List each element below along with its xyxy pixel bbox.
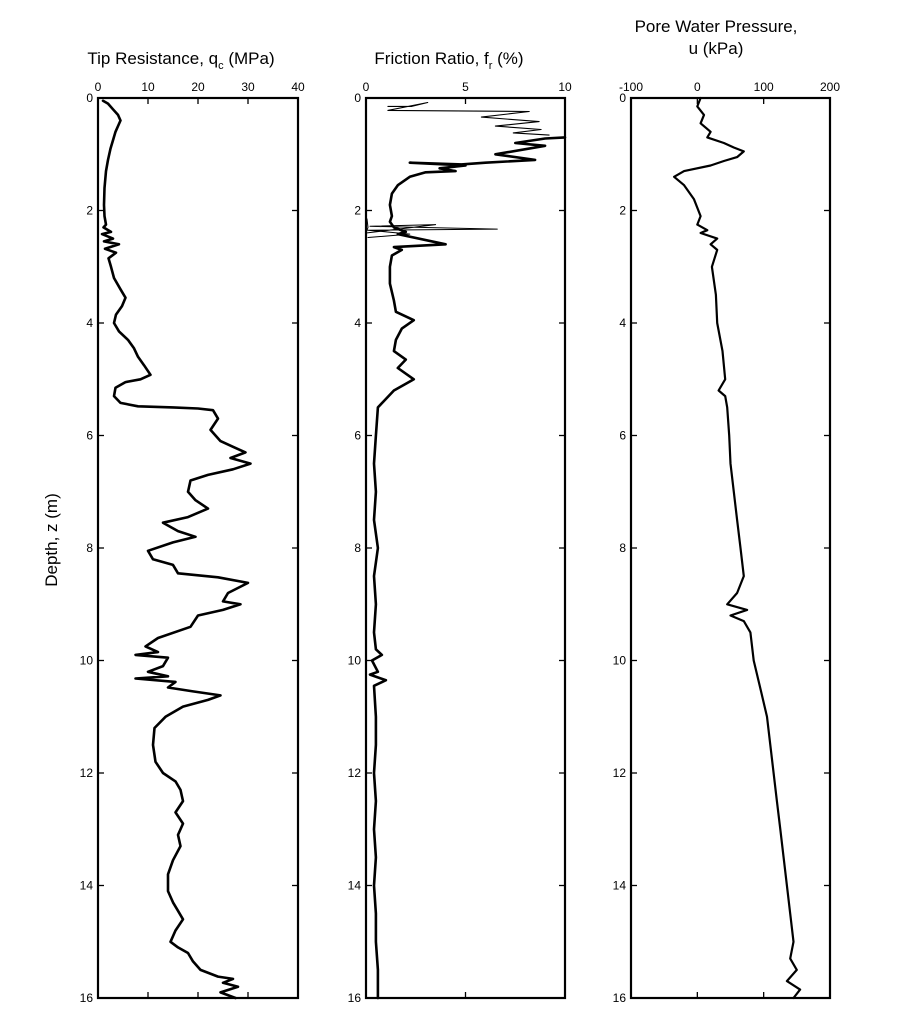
friction-ratio-ytick-label-4: 8: [354, 541, 361, 555]
tip-resistance-ytick-label-3: 6: [86, 429, 93, 443]
pore-pressure-ytick-label-3: 6: [619, 429, 626, 443]
pore-pressure-title-line2: u (kPa): [689, 39, 744, 58]
tip-resistance-xtick-label-0: 0: [95, 80, 102, 94]
pore-pressure-title: Pore Water Pressure,: [635, 17, 798, 36]
pore-pressure-xtick-label-3: 200: [820, 80, 840, 94]
friction-ratio-ytick-label-2: 4: [354, 316, 361, 330]
tip-resistance-ytick-label-4: 8: [86, 541, 93, 555]
friction-ratio-ytick-label-5: 10: [348, 654, 362, 668]
pore-pressure-xtick-label-0: -100: [619, 80, 643, 94]
pore-pressure-ytick-label-7: 14: [613, 879, 627, 893]
tip-resistance-xtick-label-4: 40: [291, 80, 305, 94]
friction-ratio-xtick-label-1: 5: [462, 80, 469, 94]
tip-resistance-ytick-label-7: 14: [80, 879, 94, 893]
tip-resistance-title: Tip Resistance, qc (MPa): [87, 49, 274, 72]
friction-ratio-ytick-label-6: 12: [348, 766, 362, 780]
pore-pressure-ytick-label-1: 2: [619, 204, 626, 218]
friction-ratio-ytick-label-1: 2: [354, 204, 361, 218]
y-axis-label: Depth, z (m): [42, 493, 61, 587]
tip-resistance-ytick-label-2: 4: [86, 316, 93, 330]
pore-pressure-plot-frame: [629, 96, 832, 1000]
friction-ratio-ytick-label-7: 14: [348, 879, 362, 893]
tip-resistance-plot-frame: [96, 96, 300, 1000]
pore-pressure-ytick-label-4: 8: [619, 541, 626, 555]
pore-pressure-ytick-label-2: 4: [619, 316, 626, 330]
tip-resistance-series-0: [100, 99, 252, 1000]
friction-ratio-panel: Friction Ratio, fr (%) 0 5 10 0 2 4 6 8 10 12 14 16: [348, 49, 572, 1005]
friction-ratio-series-2: [365, 218, 498, 238]
tip-resistance-panel: Tip Resistance, qc (MPa) 0 10 20 30 40 0 2 4 6 8 1…: [80, 49, 305, 1005]
tip-resistance-xtick-label-3: 30: [241, 80, 255, 94]
tip-resistance-xtick-label-1: 10: [141, 80, 155, 94]
tip-resistance-ytick-label-6: 12: [80, 766, 94, 780]
pore-pressure-xtick-label-2: 100: [754, 80, 774, 94]
pore-pressure-series-0: [673, 96, 802, 1000]
tip-resistance-ytick-label-8: 16: [80, 991, 94, 1005]
pore-pressure-ytick-label-8: 16: [613, 991, 627, 1005]
friction-ratio-ytick-label-3: 6: [354, 429, 361, 443]
tip-resistance-ytick-label-5: 10: [80, 654, 94, 668]
pore-pressure-panel: Pore Water Pressure, u (kPa) -100 0 100 200…: [613, 17, 841, 1005]
pore-pressure-ytick-label-6: 12: [613, 766, 627, 780]
friction-ratio-series-0: [387, 101, 550, 136]
tip-resistance-ytick-label-0: 0: [86, 91, 93, 105]
friction-ratio-xtick-label-0: 0: [363, 80, 370, 94]
friction-ratio-xtick-label-2: 10: [558, 80, 572, 94]
friction-ratio-series-1: [368, 136, 567, 1000]
tip-resistance-xtick-label-2: 20: [191, 80, 205, 94]
tip-resistance-ytick-label-1: 2: [86, 204, 93, 218]
friction-ratio-ytick-label-0: 0: [354, 91, 361, 105]
pore-pressure-ytick-label-5: 10: [613, 654, 627, 668]
pore-pressure-xtick-label-1: 0: [694, 80, 701, 94]
pore-pressure-ytick-label-0: 0: [619, 91, 626, 105]
friction-ratio-ytick-label-8: 16: [348, 991, 362, 1005]
friction-ratio-title: Friction Ratio, fr (%): [374, 49, 523, 72]
